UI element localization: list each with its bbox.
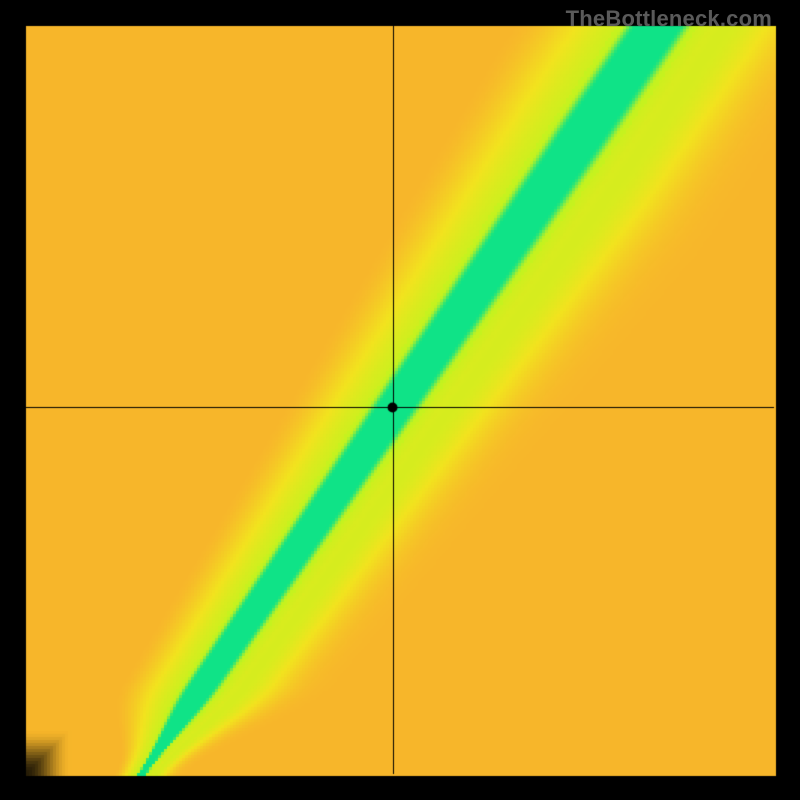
bottleneck-heatmap — [0, 0, 800, 800]
chart-container: TheBottleneck.com — [0, 0, 800, 800]
